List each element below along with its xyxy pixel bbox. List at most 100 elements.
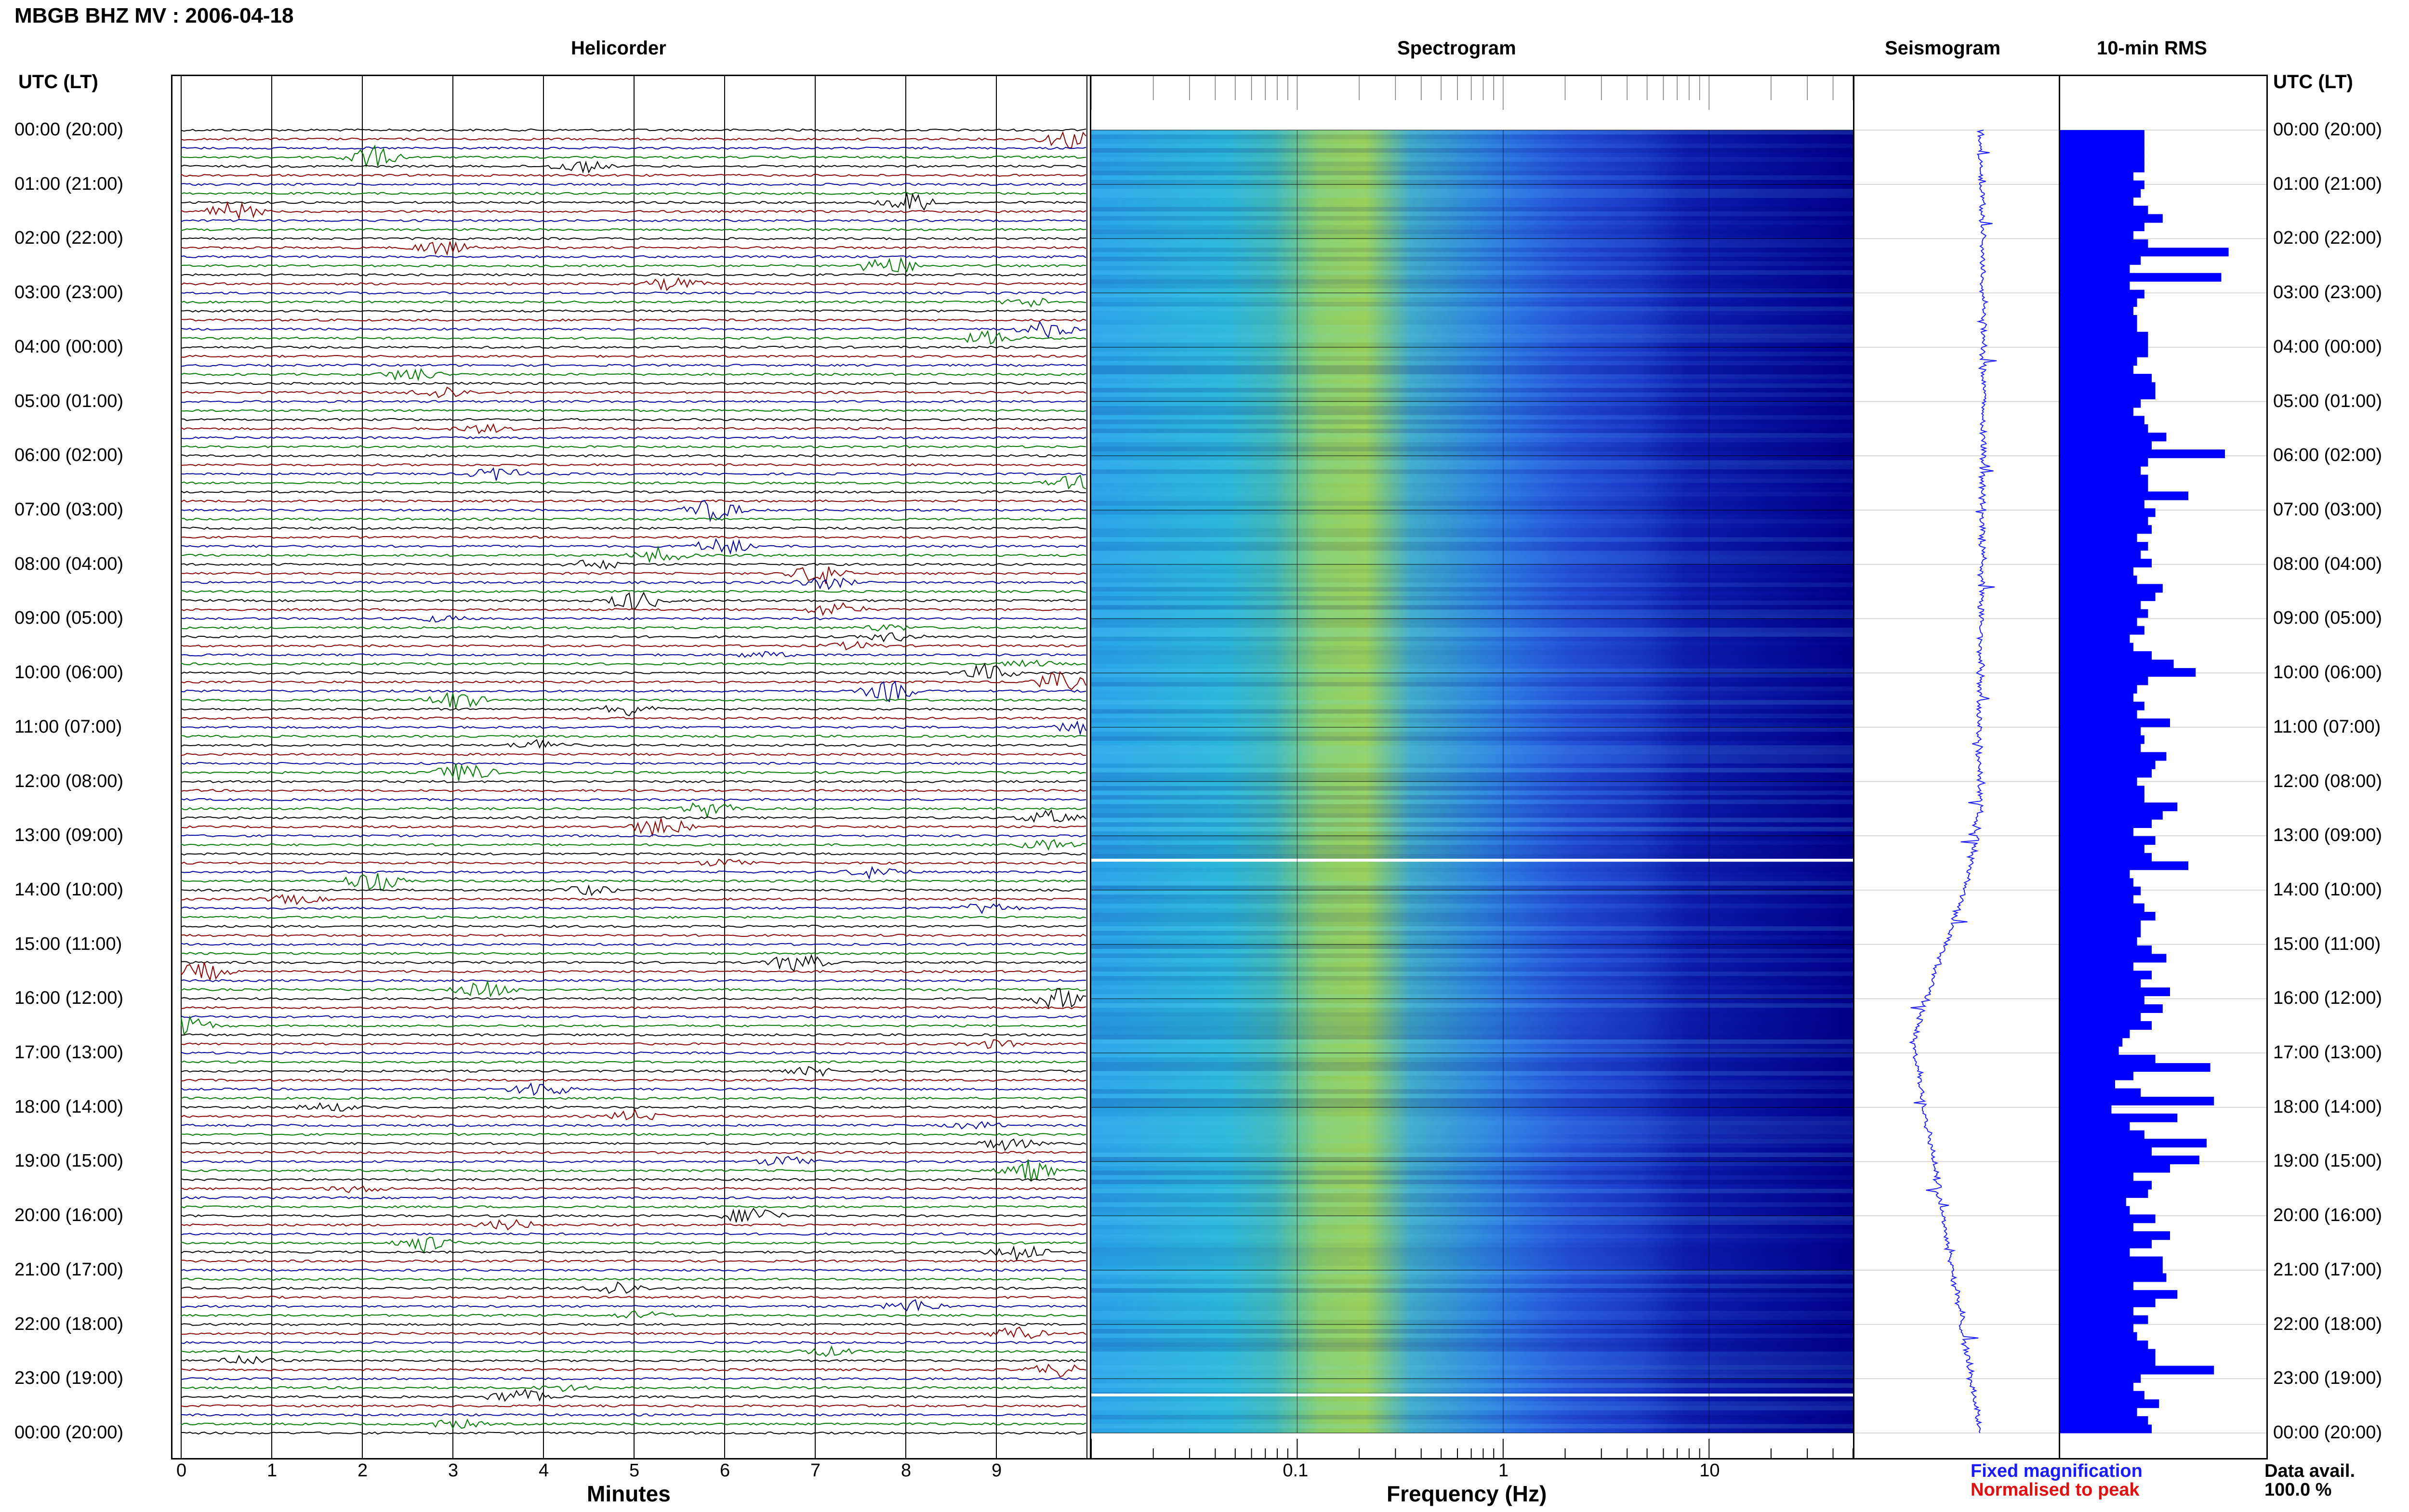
spectrogram-bin — [1091, 329, 1853, 334]
spectrogram-bin — [1091, 736, 1853, 741]
rms-bar — [2060, 1139, 2207, 1148]
spectrogram-bin — [1091, 623, 1853, 628]
spectrogram-bin — [1091, 248, 1853, 252]
rms-bar — [2060, 1071, 2133, 1080]
helicorder-trace — [181, 1159, 1086, 1182]
helicorder-trace — [181, 1015, 1086, 1019]
time-label-right: 23:00 (19:00) — [2273, 1368, 2383, 1389]
rms-bar — [2060, 819, 2152, 828]
spectrogram-bin — [1091, 383, 1853, 388]
rms-bar — [2060, 684, 2137, 694]
spectrogram-title: Spectrogram — [1397, 38, 1516, 59]
helicorder-trace — [181, 1363, 1086, 1378]
helicorder-trace — [181, 798, 1086, 802]
spectrogram-bin — [1091, 958, 1853, 963]
helicorder-trace — [181, 1245, 1086, 1262]
time-label-right: 02:00 (22:00) — [2273, 228, 2383, 249]
spectrogram-bin — [1091, 705, 1853, 709]
rms-bar — [2060, 138, 2144, 147]
rms-bar — [2060, 441, 2152, 450]
rms-bar — [2060, 1223, 2133, 1232]
spectrogram-bin — [1091, 216, 1853, 221]
spectrogram-bin — [1091, 1284, 1853, 1288]
spectrogram-bin — [1091, 781, 1853, 786]
time-label-right: 08:00 (04:00) — [2273, 553, 2383, 574]
helicorder-trace — [181, 979, 1086, 998]
spectrogram-bin — [1091, 433, 1853, 438]
spectrogram-bin — [1091, 293, 1853, 298]
spectrogram-bin — [1091, 772, 1853, 777]
helicorder-trace — [181, 545, 1086, 564]
spectrogram-bin — [1091, 1175, 1853, 1180]
spectrogram-bin — [1091, 560, 1853, 565]
spectrogram-bin — [1091, 1134, 1853, 1139]
spectrogram-bin — [1091, 813, 1853, 818]
seismogram-trace — [1908, 130, 1997, 1433]
rms-bar — [2060, 794, 2144, 803]
rms-bar — [2060, 1248, 2130, 1257]
rms-title: 10-min RMS — [2097, 38, 2207, 59]
helicorder-trace — [181, 1259, 1086, 1263]
seismogram-panel — [1853, 75, 2060, 1459]
spectrogram-bin — [1091, 451, 1853, 456]
spectrogram-bin — [1091, 180, 1853, 184]
helicorder-trace — [181, 1006, 1086, 1010]
rms-bar — [2060, 1416, 2148, 1425]
spectrogram-bin — [1091, 1125, 1853, 1130]
rms-bar — [2060, 206, 2148, 215]
rms-bar — [2060, 1096, 2214, 1105]
spectrogram-bin — [1091, 990, 1853, 994]
rms-bar — [2060, 1324, 2133, 1333]
rms-bar — [2060, 357, 2137, 366]
helicorder-trace — [181, 273, 1086, 276]
helicorder-trace — [181, 602, 1086, 617]
rms-bar — [2060, 1239, 2152, 1249]
time-label-left: 16:00 (12:00) — [14, 988, 124, 1009]
helicorder-trace — [181, 1078, 1086, 1082]
rms-bar — [2060, 1424, 2152, 1433]
spectrogram-bin — [1091, 732, 1853, 736]
helicorder-trace — [181, 330, 1086, 345]
helicorder-trace — [181, 590, 1086, 593]
helicorder-trace — [181, 681, 1086, 703]
rms-bar — [2060, 1063, 2210, 1072]
helicorder-trace — [181, 526, 1086, 530]
spectrogram-bin — [1091, 1410, 1853, 1415]
spectrogram-bin — [1091, 741, 1853, 745]
spectrogram-bin — [1091, 465, 1853, 470]
spectrogram-bin — [1091, 1211, 1853, 1216]
spectrogram-bin — [1091, 673, 1853, 678]
time-label-right: 09:00 (05:00) — [2273, 608, 2383, 629]
spectrogram-bin — [1091, 514, 1853, 519]
helicorder-trace — [181, 474, 1086, 490]
spectrogram-bin — [1091, 682, 1853, 687]
helicorder-trace — [181, 1033, 1086, 1037]
rms-bar — [2060, 1004, 2163, 1013]
spectrogram-bin — [1091, 962, 1853, 967]
rms-bar — [2060, 828, 2133, 837]
spectrogram-bin — [1091, 447, 1853, 451]
rms-bar — [2060, 315, 2137, 324]
rms-bar — [2060, 1332, 2137, 1341]
helicorder-trace — [181, 615, 1086, 623]
rms-bar — [2060, 752, 2167, 761]
helicorder-x-tick-label: 5 — [629, 1460, 640, 1481]
spectrogram-bin — [1091, 632, 1853, 637]
spectrogram-bin — [1091, 1401, 1853, 1406]
rms-bar — [2060, 735, 2144, 744]
spectrogram-bin — [1091, 804, 1853, 809]
time-label-right: 19:00 (15:00) — [2273, 1151, 2383, 1171]
spectrogram-bin — [1091, 1306, 1853, 1311]
rms-bar — [2060, 483, 2148, 492]
data-availability-value: 100.0 % — [2264, 1480, 2332, 1500]
helicorder-trace — [181, 277, 1086, 291]
spectrogram-bin — [1091, 261, 1853, 266]
time-label-right: 22:00 (18:00) — [2273, 1314, 2383, 1334]
rms-bar — [2060, 651, 2152, 660]
helicorder-trace — [181, 128, 1086, 132]
spectrogram-bin — [1091, 510, 1853, 515]
rms-bar — [2060, 786, 2144, 795]
time-label-left: 00:00 (20:00) — [14, 1422, 124, 1443]
spectrogram-bin — [1091, 1356, 1853, 1361]
rms-bar — [2060, 1164, 2170, 1173]
